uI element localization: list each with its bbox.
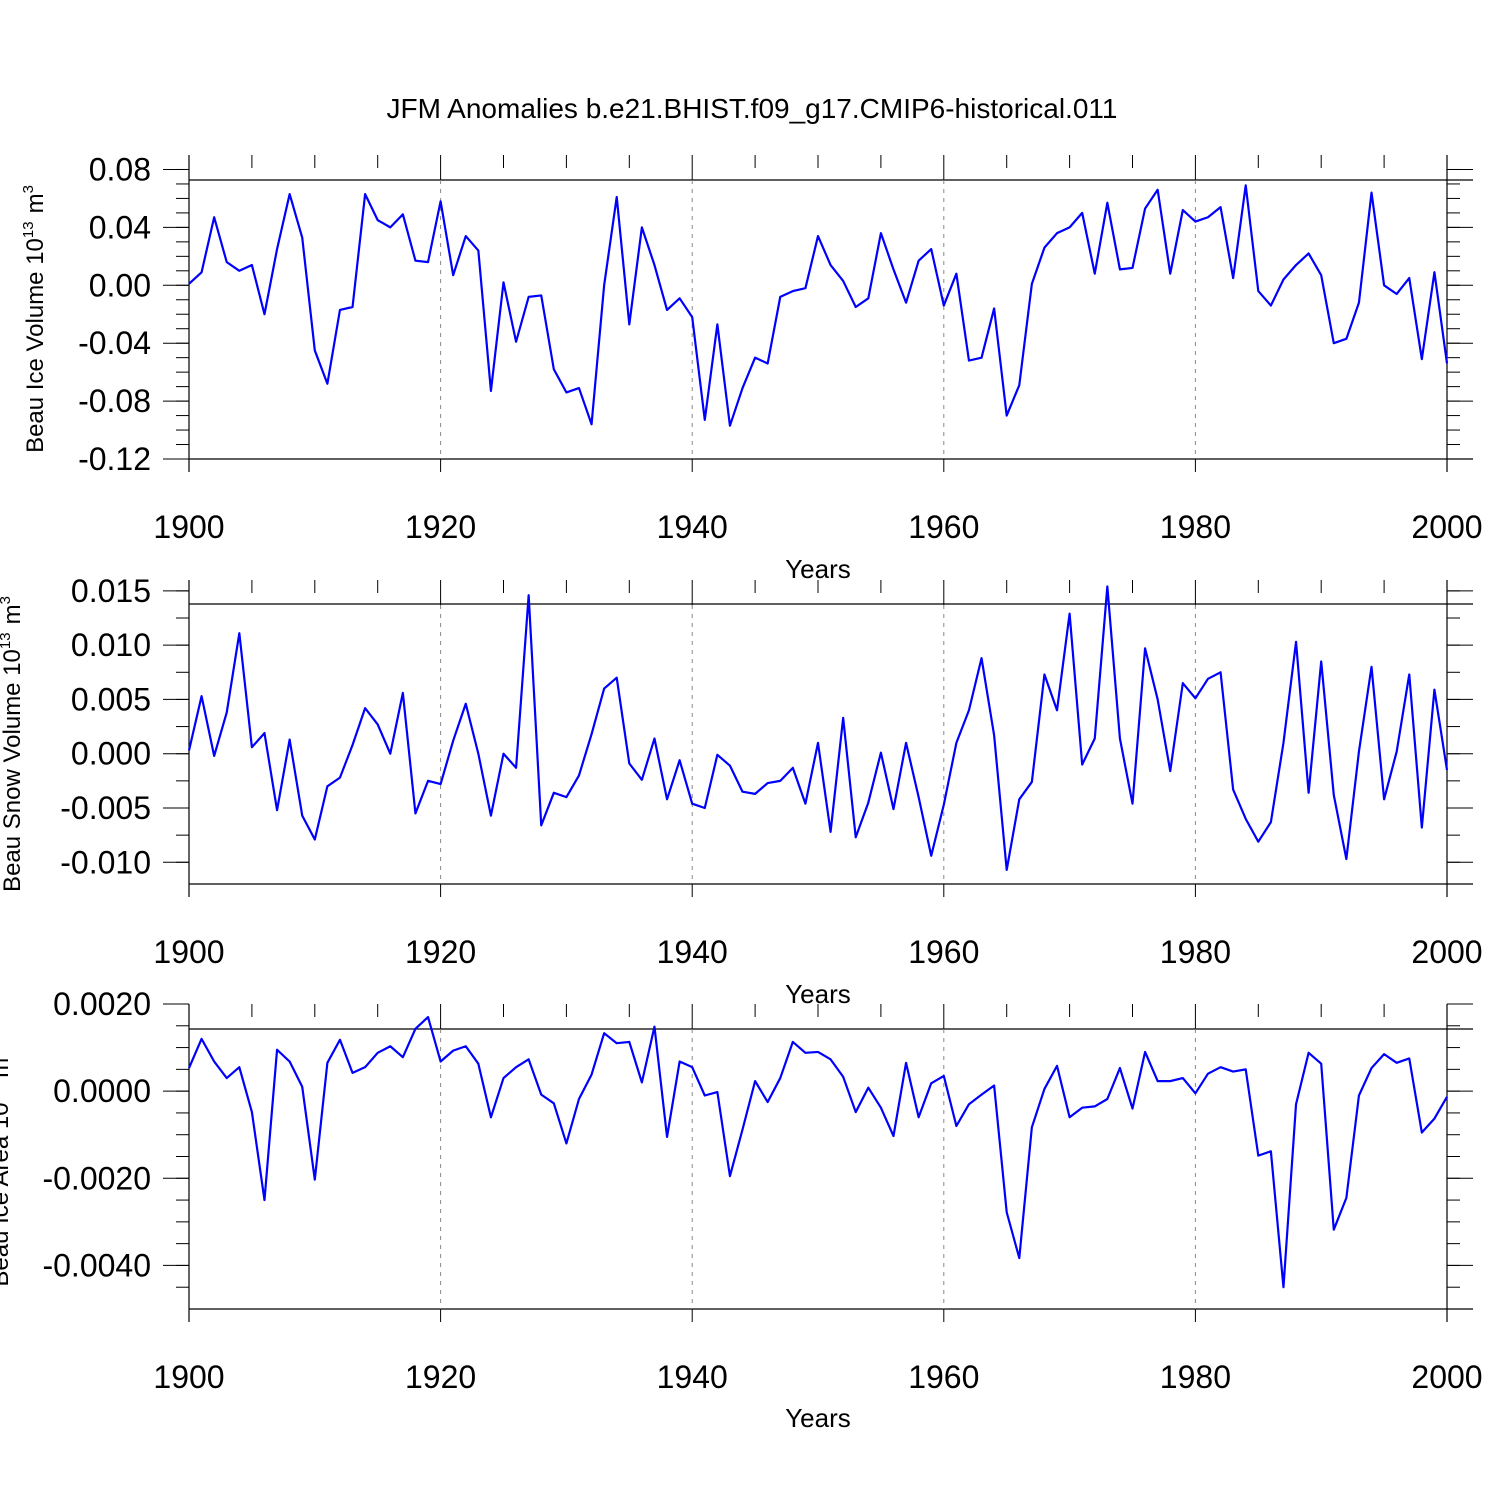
ice-volume-x-tick-label: 1940 — [657, 509, 728, 545]
snow-volume-y-label-unit: m — [0, 604, 26, 624]
snow-volume-x-tick-label: 2000 — [1411, 934, 1482, 970]
ice-area-y-tick-label: -0.0040 — [42, 1247, 151, 1283]
ice-area-y-tick-label: 0.0000 — [53, 1073, 151, 1109]
figure-title: JFM Anomalies b.e21.BHIST.f09_g17.CMIP6-… — [387, 93, 1118, 124]
ice-area-y-tick-label: 0.0020 — [53, 986, 151, 1022]
snow-volume-series-line — [187, 585, 1449, 871]
ice-area-y-label: Beau Ice Area 1013 m2 — [0, 1049, 14, 1286]
snow-volume-x-tick-label: 1920 — [405, 934, 476, 970]
snow-volume-y-label-sup: 13 — [0, 632, 14, 649]
ice-area-x-tick-label: 1960 — [908, 1359, 979, 1395]
snow-volume-x-tick-label: 1960 — [908, 934, 979, 970]
snow-volume-y-label-unit-sup: 3 — [0, 596, 14, 604]
ice-area-x-tick-label: 1920 — [405, 1359, 476, 1395]
ice-volume-y-label-sup: 13 — [20, 221, 37, 238]
ice-volume-y-tick-label: -0.04 — [78, 325, 151, 361]
ice-volume-y-tick-label: 0.00 — [89, 267, 151, 303]
snow-volume-y-label-main: Beau Snow Volume 10 — [0, 649, 26, 892]
ice-area-y-label-main: Beau Ice Area 10 — [0, 1102, 14, 1286]
ice-area-x-tick-label: 1980 — [1160, 1359, 1231, 1395]
ice-area-y-label-sup: 13 — [0, 1086, 2, 1103]
ice-volume-y-tick-label: -0.08 — [78, 383, 151, 419]
snow-volume-y-tick-label: 0.000 — [71, 736, 151, 772]
ice-area-y-label-unit-sup: 2 — [0, 1049, 2, 1057]
ice-volume-x-tick-label: 1980 — [1160, 509, 1231, 545]
ice-volume-panel: Beau Ice Volume 1013 m3 Years 1900 1920 194… — [20, 151, 1483, 584]
ice-area-x-tick-label: 2000 — [1411, 1359, 1482, 1395]
ice-area-panel: Beau Ice Area 1013 m2 Years 1900 1920 1940 1… — [0, 986, 1483, 1433]
ice-volume-y-tick-label: -0.12 — [78, 441, 151, 477]
snow-volume-y-tick-label: -0.005 — [60, 790, 151, 826]
ice-volume-y-label: Beau Ice Volume 1013 m3 — [20, 185, 49, 453]
ice-volume-series-line — [188, 184, 1449, 427]
snow-volume-panel: Beau Snow Volume 1013m3 Years 1900192019… — [0, 573, 1483, 1009]
ice-volume-x-tick-label: 1900 — [153, 509, 224, 545]
ice-area-x-label: Years — [785, 1403, 851, 1433]
ice-volume-x-tick-label: 1960 — [908, 509, 979, 545]
snow-volume-y-tick-label: 0.015 — [71, 573, 151, 609]
snow-volume-y-tick-label: -0.010 — [60, 844, 151, 880]
ice-volume-y-label-unit: m — [22, 193, 49, 213]
ice-area-x-tick-label: 1900 — [153, 1359, 224, 1395]
ice-volume-x-tick-label: 2000 — [1411, 509, 1482, 545]
ice-volume-y-tick-label: 0.04 — [89, 209, 151, 245]
snow-volume-y-label: Beau Snow Volume 1013 m3 — [0, 596, 26, 892]
ice-volume-x-tick-label: 1920 — [405, 509, 476, 545]
snow-volume-y-tick-label: 0.005 — [71, 681, 151, 717]
ice-area-y-tick-label: -0.0020 — [42, 1160, 151, 1196]
snow-volume-y-tick-label: 0.010 — [71, 627, 151, 663]
ice-volume-y-tick-label: 0.08 — [89, 151, 151, 187]
snow-volume-x-tick-label: 1980 — [1160, 934, 1231, 970]
ice-area-y-label-unit: m — [0, 1058, 14, 1078]
ice-area-x-tick-label: 1940 — [657, 1359, 728, 1395]
ice-volume-y-label-main: Beau Ice Volume 10 — [22, 238, 49, 453]
snow-volume-x-tick-label: 1900 — [153, 934, 224, 970]
ice-volume-y-label-unit-sup: 3 — [20, 185, 37, 193]
ice-volume-x-label: Years — [785, 554, 851, 584]
snow-volume-x-tick-label: 1940 — [657, 934, 728, 970]
ice-area-series-line — [187, 1015, 1448, 1289]
